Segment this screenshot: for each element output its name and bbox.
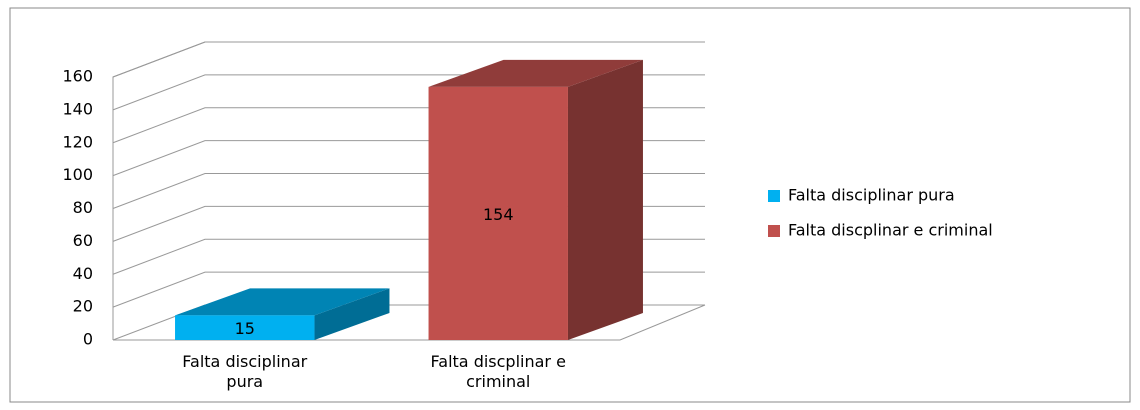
value-label: 154 xyxy=(483,205,514,224)
legend-swatch xyxy=(768,190,780,202)
y-tick-label: 80 xyxy=(73,198,93,217)
y-tick-label: 40 xyxy=(73,264,93,283)
x-tick-label: Falta disciplinar pura xyxy=(182,352,308,391)
grid-line xyxy=(112,41,705,78)
bar xyxy=(428,86,568,340)
legend-label: Falta discplinar e criminal xyxy=(788,221,993,240)
y-tick-label: 60 xyxy=(73,231,93,250)
y-tick-label: 100 xyxy=(62,165,93,184)
x-label-box: Falta discplinar e criminal xyxy=(430,352,566,391)
x-label-box: Falta disciplinar pura xyxy=(182,352,308,391)
y-tick-label: 0 xyxy=(83,330,93,349)
y-tick-label: 20 xyxy=(73,297,93,316)
value-label: 15 xyxy=(235,319,255,338)
bar-side xyxy=(567,59,643,341)
bar xyxy=(175,315,315,340)
bar-side xyxy=(314,288,390,340)
legend-label: Falta disciplinar pura xyxy=(788,186,955,205)
bar-top xyxy=(428,59,643,87)
y-tick-label: 140 xyxy=(62,99,93,118)
legend-swatch xyxy=(768,225,780,237)
bar-top xyxy=(175,288,390,316)
y-tick-label: 120 xyxy=(62,132,93,151)
x-tick-label: Falta discplinar e criminal xyxy=(430,352,566,391)
y-tick-label: 160 xyxy=(62,67,93,86)
